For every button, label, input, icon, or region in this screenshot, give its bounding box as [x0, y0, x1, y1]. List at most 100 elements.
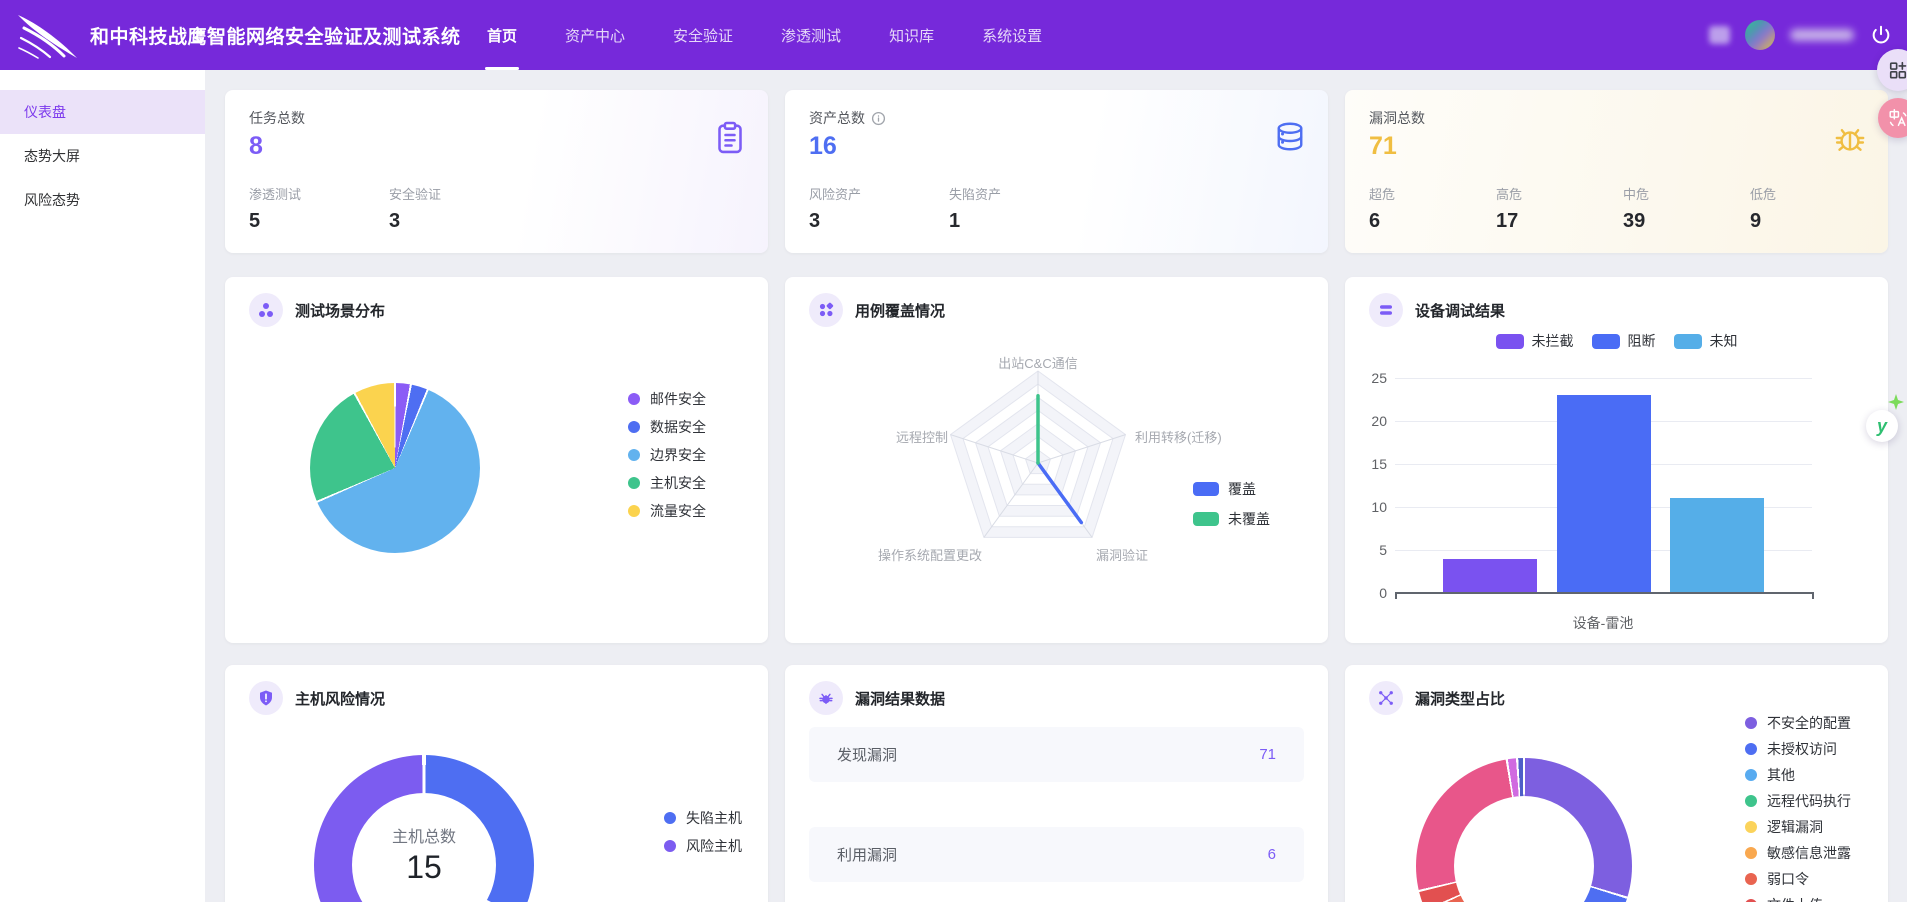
legend-dot [628, 449, 640, 461]
card-title: 设备调试结果 [1415, 302, 1506, 320]
avatar[interactable] [1745, 20, 1775, 50]
legend-swatch [1673, 333, 1702, 349]
legend-item[interactable]: 不安全的配置 [1745, 710, 1851, 736]
vulns-breakdown: 超危 6 高危 17 中危 39 低危 9 [1369, 184, 1877, 233]
nav-item-settings[interactable]: 系统设置 [982, 27, 1043, 45]
assets-total-value: 16 [809, 132, 837, 160]
device-legend: 未拦截 阻断 未知 [1345, 331, 1888, 351]
assistant-fab-button[interactable]: y [1866, 410, 1898, 442]
compromised-assets-count: 失陷资产 1 [949, 187, 1002, 232]
pentest-count: 渗透测试 5 [249, 187, 302, 232]
nav-item-security-verify[interactable]: 安全验证 [673, 27, 734, 45]
legend-dot [1745, 821, 1757, 833]
radar-axis-label: 远程控制 [895, 430, 948, 445]
nav-item-asset-center[interactable]: 资产中心 [565, 27, 626, 45]
y-tick: 5 [1379, 542, 1387, 558]
widgets-fab-button[interactable] [1877, 49, 1907, 91]
x-category-label: 设备-雷池 [1572, 615, 1634, 631]
device-debug-result-card: 设备调试结果 未拦截 阻断 未知 25 20 15 10 5 0 设备-雷池 [1345, 277, 1888, 643]
nav-item-home[interactable]: 首页 [463, 0, 541, 70]
found-vulns-row: 发现漏洞 71 [809, 727, 1304, 782]
legend-item[interactable]: 数据安全 [628, 413, 706, 441]
legend-swatch [1193, 482, 1219, 496]
radar-axis-label: 操作系统配置更改 [877, 548, 982, 563]
card-title: 漏洞类型占比 [1415, 690, 1506, 708]
vuln-type-donut-chart [1416, 758, 1632, 902]
risk-assets-count: 风险资产 3 [809, 187, 862, 232]
vuln-type-ratio-card: 漏洞类型占比 不安全的配置 未授权访问 其他 远程代码执行 逻辑漏洞 敏感信息泄… [1345, 665, 1888, 902]
nav-item-pentest[interactable]: 渗透测试 [781, 27, 842, 45]
legend-item[interactable]: 主机安全 [628, 469, 706, 497]
bar-blocked [1557, 395, 1651, 593]
legend-item[interactable]: 远程代码执行 [1745, 788, 1851, 814]
legend-item[interactable]: 阻断 [1591, 331, 1656, 351]
legend-item[interactable]: 文件上传 [1745, 892, 1851, 902]
sidebar-item-situation-screen[interactable]: 态势大屏 [24, 148, 80, 164]
radar-axis-label: 利用转移(迁移) [1135, 430, 1222, 445]
legend-item[interactable]: 未授权访问 [1745, 736, 1851, 762]
card-title: 主机风险情况 [295, 690, 386, 708]
legend-item[interactable]: 未知 [1673, 331, 1738, 351]
legend-item[interactable]: 边界安全 [628, 441, 706, 469]
legend-item[interactable]: 邮件安全 [628, 385, 706, 413]
coverage-radar-chart [949, 370, 1127, 538]
legend-item[interactable]: 其他 [1745, 762, 1851, 788]
main-nav: 首页 资产中心 安全验证 渗透测试 知识库 系统设置 [463, 0, 1066, 70]
shield-alert-icon [249, 681, 283, 715]
device-bar-plot [1395, 378, 1812, 593]
card-title: 漏洞结果数据 [855, 690, 946, 708]
assets-total-label: 资产总数 [809, 108, 886, 128]
assistant-logo: y [1876, 415, 1887, 436]
legend-dot [1745, 769, 1757, 781]
legend-dot [1745, 873, 1757, 885]
host-donut-center: 主机总数 15 [391, 829, 457, 885]
legend-dot [628, 393, 640, 405]
legend-item[interactable]: 流量安全 [628, 497, 706, 525]
assets-breakdown: 风险资产 3 失陷资产 1 [809, 184, 1089, 233]
legend-item[interactable]: 未覆盖 [1193, 504, 1270, 534]
card-title: 测试场景分布 [295, 302, 386, 320]
bar-unknown [1670, 498, 1764, 593]
translate-fab-button[interactable] [1878, 98, 1907, 138]
sidebar: 仪表盘 态势大屏 风险态势 [0, 70, 205, 902]
app-logo[interactable] [16, 12, 82, 60]
radar-axis-label: 漏洞验证 [1096, 548, 1149, 563]
legend-dot [1745, 795, 1757, 807]
info-icon[interactable] [871, 111, 886, 126]
bug-icon [809, 681, 843, 715]
assets-summary-card: 资产总数 16 风险资产 3 失陷资产 1 [785, 90, 1328, 253]
legend-dot [628, 505, 640, 517]
tasks-total-value: 8 [249, 132, 263, 160]
widgets-plus-icon [1889, 61, 1907, 79]
security-verify-count: 安全验证 3 [389, 187, 442, 232]
four-dots-icon [809, 293, 843, 327]
nav-item-knowledge[interactable]: 知识库 [889, 27, 935, 45]
legend-item[interactable]: 风险主机 [664, 832, 742, 860]
bar-unblocked [1443, 558, 1537, 593]
legend-dot [628, 421, 640, 433]
vuln-result-card: 漏洞结果数据 发现漏洞 71 利用漏洞 6 [785, 665, 1328, 902]
coverage-legend: 覆盖 未覆盖 [1193, 474, 1270, 534]
logout-power-button[interactable] [1869, 23, 1893, 47]
top-navbar: 和中科技战鹰智能网络安全验证及测试系统 首页 资产中心 安全验证 渗透测试 知识… [0, 0, 1907, 70]
legend-item[interactable]: 敏感信息泄露 [1745, 840, 1851, 866]
card-title: 用例覆盖情况 [855, 302, 946, 320]
usecase-coverage-card: 用例覆盖情况 出站C&C通信 利用转移(迁移) 漏洞验证 操作系统配置更改 远程… [785, 277, 1328, 643]
exploited-vulns-row: 利用漏洞 6 [809, 827, 1304, 882]
legend-item[interactable]: 未拦截 [1495, 331, 1574, 351]
legend-item[interactable]: 逻辑漏洞 [1745, 814, 1851, 840]
y-tick: 20 [1371, 413, 1387, 429]
wing-logo-icon [18, 15, 77, 59]
sidebar-item-dashboard[interactable]: 仪表盘 [0, 90, 205, 134]
test-scene-distribution-card: 测试场景分布 邮件安全 数据安全 边界安全 主机安全 流量安全 [225, 277, 768, 643]
legend-dot [1745, 899, 1757, 902]
high-count: 高危 17 [1496, 187, 1523, 232]
legend-item[interactable]: 失陷主机 [664, 804, 742, 832]
legend-swatch [1591, 333, 1620, 349]
legend-item[interactable]: 覆盖 [1193, 474, 1270, 504]
legend-item[interactable]: 弱口令 [1745, 866, 1851, 892]
power-icon [1872, 25, 1890, 44]
vulns-summary-card: 漏洞总数 71 超危 6 高危 17 中危 39 低危 9 [1345, 90, 1888, 253]
y-tick: 0 [1379, 585, 1387, 601]
sidebar-item-risk-situation[interactable]: 风险态势 [24, 192, 80, 208]
